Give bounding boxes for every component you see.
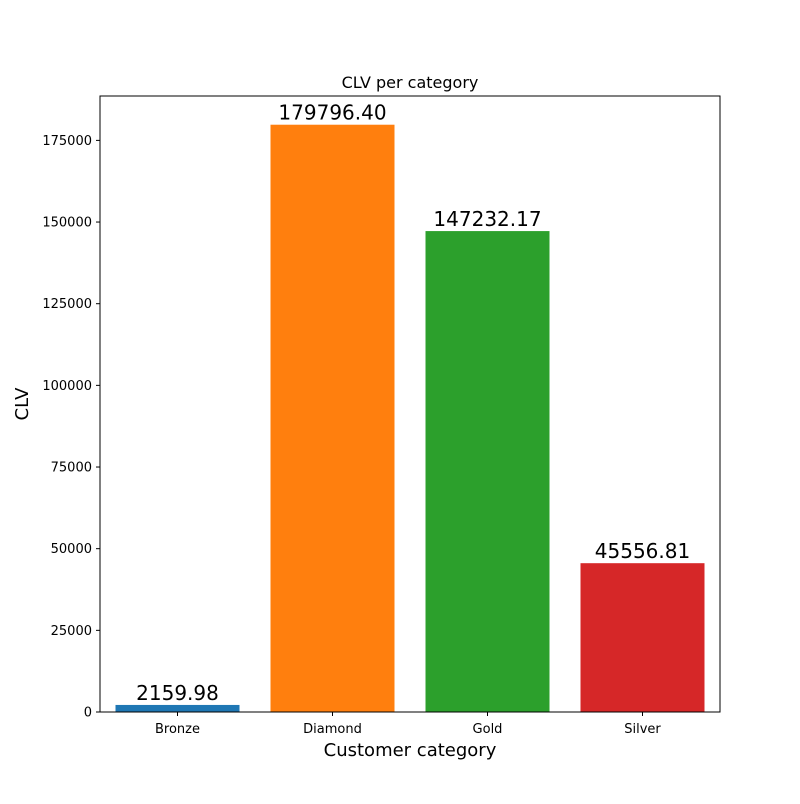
y-tick-label: 100000	[42, 379, 92, 394]
y-tick-label: 150000	[42, 216, 92, 231]
x-tick-label: Bronze	[155, 722, 200, 737]
ticks-layer: Bronze Diamond Gold Silver 0 25000 50000 75000 1…	[42, 134, 661, 737]
x-tick-label: Diamond	[303, 722, 362, 737]
value-label-gold: 147232.17	[433, 207, 541, 231]
bars-layer	[115, 124, 705, 713]
y-tick-label: 50000	[51, 542, 92, 557]
value-label-diamond: 179796.40	[278, 101, 386, 125]
y-tick-label: 0	[84, 706, 92, 721]
x-axis-label: Customer category	[324, 740, 497, 761]
y-tick-label: 125000	[42, 297, 92, 312]
y-tick-label: 175000	[42, 134, 92, 149]
bar-gold	[425, 231, 550, 712]
bar-silver	[580, 563, 705, 712]
value-label-silver: 45556.81	[595, 539, 690, 563]
chart-title: CLV per category	[342, 73, 479, 92]
bar-diamond	[270, 124, 395, 713]
y-tick-label: 75000	[51, 461, 92, 476]
plot-frame	[99, 95, 721, 713]
bar-bronze	[115, 704, 240, 712]
value-label-bronze: 2159.98	[136, 681, 219, 705]
y-tick-label: 25000	[51, 624, 92, 639]
value-labels-layer: 2159.98 179796.40 147232.17 45556.81	[136, 101, 690, 705]
y-axis-label: CLV	[12, 387, 33, 421]
x-tick-label: Silver	[624, 722, 661, 737]
x-tick-label: Gold	[473, 722, 503, 737]
